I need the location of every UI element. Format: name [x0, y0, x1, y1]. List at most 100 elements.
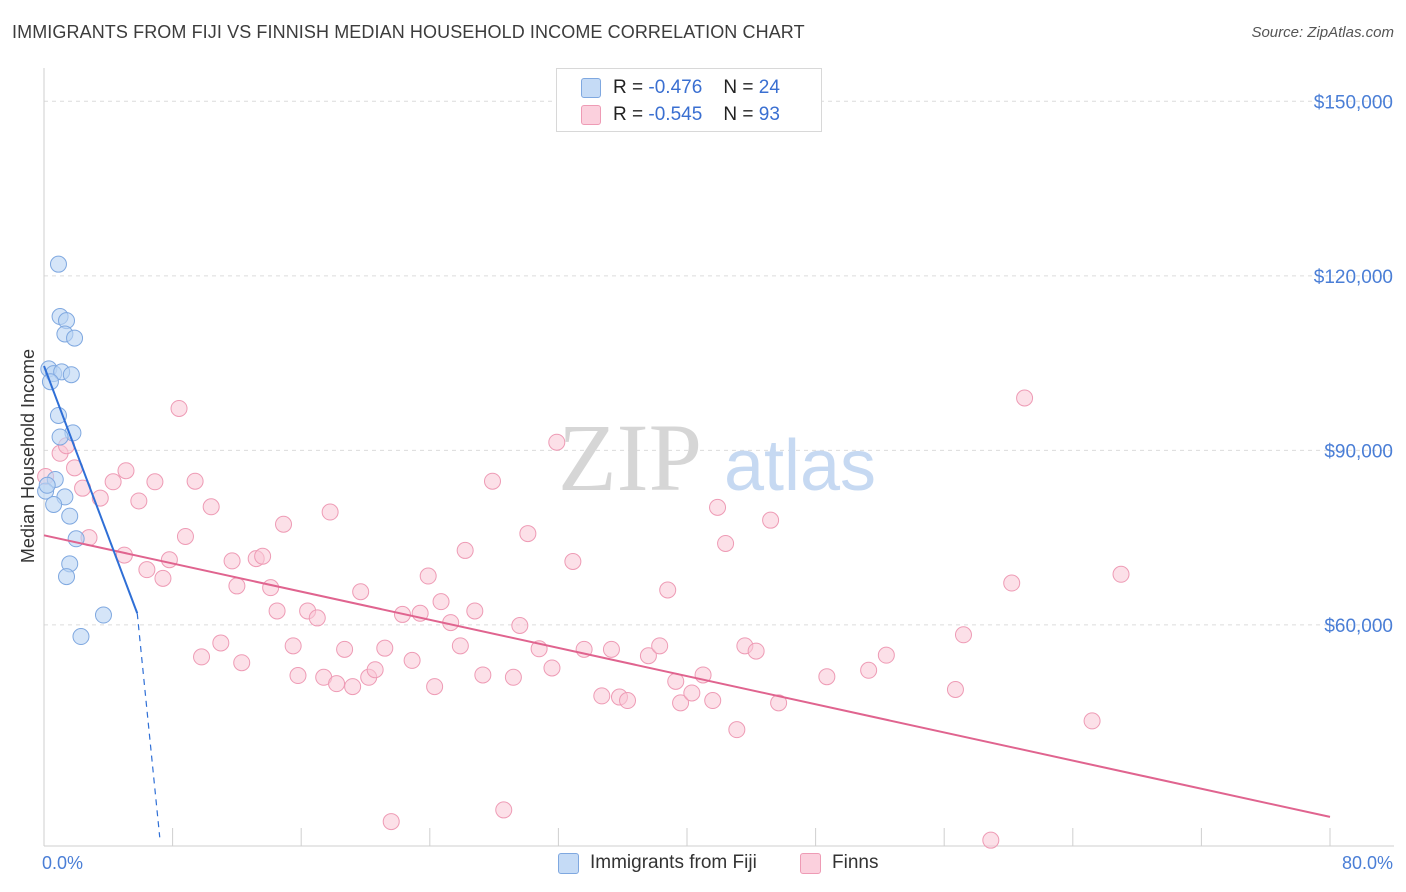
- finns-point: [717, 534, 735, 552]
- finns-point: [709, 498, 727, 516]
- finns-point: [483, 472, 501, 490]
- finns-point: [262, 579, 280, 597]
- fiji-swatch: [581, 78, 601, 98]
- finns-point: [117, 462, 135, 480]
- finns-swatch: [581, 105, 601, 125]
- finns-point: [336, 640, 354, 658]
- y-tick-label: $150,000: [1314, 92, 1393, 113]
- finns-point: [877, 646, 895, 664]
- finns-point: [382, 813, 400, 831]
- fiji-trend-extension: [136, 613, 161, 838]
- finns-point: [228, 577, 246, 595]
- finns-point: [504, 668, 522, 686]
- finns-point: [308, 609, 326, 627]
- finns-point: [1083, 712, 1101, 730]
- finns-point: [1016, 389, 1034, 407]
- finns-point: [762, 511, 780, 529]
- finns-point: [366, 661, 384, 679]
- finns-point: [170, 399, 188, 417]
- finns-point: [321, 503, 339, 521]
- finns-point: [146, 473, 164, 491]
- finns-point: [403, 651, 421, 669]
- legend-r-label: R =: [613, 104, 644, 125]
- tick-labels: $60,000 $90,000 $120,000 $150,000 0.0% 80.0%: [42, 92, 1393, 873]
- finns-point: [474, 666, 492, 684]
- finns-point: [495, 801, 513, 819]
- fiji-legend-label: Immigrants from Fiji: [590, 852, 757, 873]
- stats-legend: R = -0.476 N = 24 R = -0.545 N = 93: [556, 68, 822, 132]
- finns-point: [344, 678, 362, 696]
- finns-point: [289, 667, 307, 685]
- y-tick-label: $120,000: [1314, 267, 1393, 288]
- finns-point: [1003, 574, 1021, 592]
- finns-point: [352, 583, 370, 601]
- finns-point: [275, 515, 293, 533]
- fiji-points: [37, 255, 112, 646]
- legend-n-label: N =: [723, 77, 754, 98]
- finns-point: [770, 694, 788, 712]
- finns-point: [456, 541, 474, 559]
- fiji-point: [66, 329, 84, 347]
- legend-r-label: R =: [613, 77, 644, 98]
- y-tick-label: $90,000: [1324, 441, 1393, 462]
- fiji-point: [58, 568, 76, 586]
- finns-legend-swatch: [800, 853, 821, 874]
- watermark: ZIP atlas: [558, 404, 876, 511]
- fiji-point: [72, 628, 90, 646]
- finns-point: [639, 647, 657, 665]
- finns-legend-label: Finns: [832, 852, 879, 873]
- chart-source: Source: ZipAtlas.com: [1251, 24, 1394, 41]
- finns-point: [426, 678, 444, 696]
- fiji-point: [61, 507, 79, 525]
- finns-point: [212, 634, 230, 652]
- watermark-zip: ZIP: [558, 404, 702, 511]
- finns-point: [254, 547, 272, 565]
- finns-point: [419, 567, 437, 585]
- y-tick-label: $60,000: [1324, 616, 1393, 637]
- finns-point: [138, 561, 156, 579]
- fiji-point: [38, 476, 56, 494]
- finns-point: [268, 602, 286, 620]
- finns-point: [946, 680, 964, 698]
- finns-point: [619, 692, 637, 710]
- finns-point: [602, 640, 620, 658]
- finns-point: [683, 684, 701, 702]
- finns-point: [223, 552, 241, 570]
- legend-n-label: N =: [723, 104, 754, 125]
- fiji-point: [49, 255, 67, 273]
- finns-point: [376, 639, 394, 657]
- finns-point: [728, 721, 746, 739]
- fiji-point: [94, 606, 112, 624]
- finns-point: [672, 694, 690, 712]
- trend-lines: [43, 365, 1331, 838]
- finns-point: [564, 552, 582, 570]
- finns-point: [593, 687, 611, 705]
- chart-title: IMMIGRANTS FROM FIJI VS FINNISH MEDIAN H…: [12, 22, 805, 42]
- finns-point: [202, 498, 220, 516]
- finns-point: [466, 602, 484, 620]
- finns-point: [860, 661, 878, 679]
- finns-point: [284, 637, 302, 655]
- fiji-point: [49, 406, 67, 424]
- finns-point: [154, 569, 172, 587]
- y-axis-label: Median Household Income: [18, 349, 38, 563]
- legend-n-value: 93: [758, 104, 780, 125]
- fiji-point: [62, 366, 80, 384]
- finns-point: [543, 659, 561, 677]
- x-tick-label: 80.0%: [1342, 853, 1393, 873]
- fiji-trend-line: [43, 365, 139, 614]
- finns-point: [548, 433, 566, 451]
- finns-point: [1112, 565, 1130, 583]
- finns-point: [818, 668, 836, 686]
- legend-r-value: -0.476: [648, 77, 703, 98]
- finns-point: [233, 654, 251, 672]
- x-tick-label: 0.0%: [42, 853, 83, 873]
- finns-point: [104, 473, 122, 491]
- legend-r-value: -0.545: [648, 104, 703, 125]
- finns-point: [954, 626, 972, 644]
- fiji-legend-swatch: [558, 853, 579, 874]
- finns-point: [982, 831, 1000, 849]
- legend-n-value: 24: [758, 77, 780, 98]
- finns-point: [651, 637, 669, 655]
